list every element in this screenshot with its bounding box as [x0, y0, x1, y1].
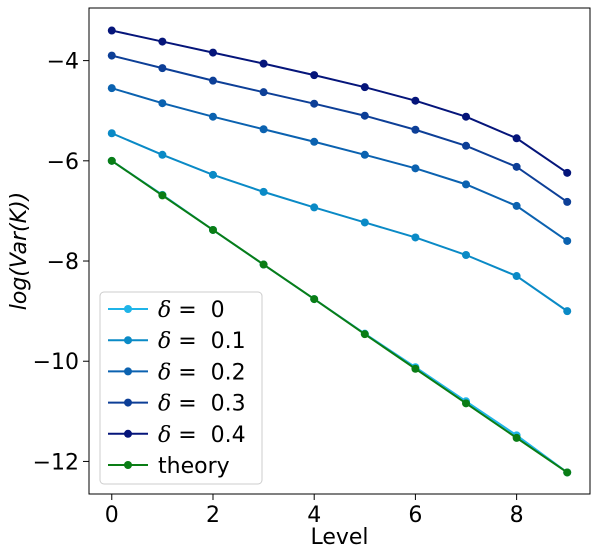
data-point-4-5	[360, 83, 369, 92]
y-tick-label: −6	[47, 150, 79, 175]
data-point-3-2	[208, 76, 217, 85]
data-point-5-3	[259, 260, 268, 269]
data-point-1-3	[259, 187, 268, 196]
data-point-2-1	[158, 99, 167, 108]
legend: δ = 0 δ = 0.1 δ = 0.2 δ = 0.3 δ = 0.4 theory	[99, 291, 263, 485]
y-tick-label: −8	[47, 250, 79, 275]
data-point-3-9	[563, 197, 572, 206]
series-line-1	[111, 132, 568, 312]
plot-frame	[88, 7, 591, 495]
data-point-1-9	[563, 307, 572, 316]
data-point-4-8	[512, 134, 521, 143]
data-point-1-0	[107, 129, 116, 138]
legend-label: δ = 0	[158, 298, 225, 323]
data-point-2-8	[512, 201, 521, 210]
legend-entry-0: δ = 0	[108, 298, 225, 323]
data-point-1-4	[310, 203, 319, 212]
data-point-3-8	[512, 162, 521, 171]
data-point-2-9	[563, 236, 572, 245]
data-point-4-7	[462, 112, 471, 121]
legend-entry-5: theory	[108, 454, 230, 479]
data-point-3-1	[158, 64, 167, 73]
x-axis-label: Level	[310, 525, 368, 550]
series-line-4	[111, 29, 568, 174]
legend-entry-2: δ = 0.2	[108, 360, 246, 385]
data-point-4-3	[259, 59, 268, 68]
x-tick-label: 8	[510, 503, 524, 528]
data-point-4-1	[158, 37, 167, 46]
series-1	[107, 129, 572, 316]
data-point-5-7	[462, 399, 471, 408]
x-tick-label: 6	[408, 503, 422, 528]
x-tick-label: 4	[307, 503, 321, 528]
data-point-2-7	[462, 180, 471, 189]
series-line-5	[111, 159, 568, 474]
data-point-5-6	[411, 364, 420, 373]
series-4	[107, 26, 572, 177]
data-point-3-7	[462, 141, 471, 150]
data-point-4-4	[310, 71, 319, 80]
legend-label: theory	[158, 454, 230, 479]
legend-swatch-marker	[124, 305, 132, 313]
legend-label: δ = 0.4	[158, 423, 246, 448]
data-point-3-5	[360, 111, 369, 120]
series-3	[107, 51, 572, 206]
legend-entry-3: δ = 0.3	[108, 392, 246, 417]
data-point-3-0	[107, 51, 116, 60]
data-point-2-3	[259, 125, 268, 134]
legend-swatch-marker	[124, 336, 132, 345]
series-2	[107, 84, 572, 245]
data-point-3-6	[411, 125, 420, 134]
series-line-3	[111, 54, 568, 203]
legend-entry-4: δ = 0.4	[108, 423, 246, 448]
legend-swatch-marker	[124, 429, 132, 438]
legend-items: δ = 0 δ = 0.1 δ = 0.2 δ = 0.3 δ = 0.4 theory	[108, 298, 246, 479]
data-point-3-3	[259, 88, 268, 97]
data-point-4-9	[563, 168, 572, 177]
data-point-1-1	[158, 150, 167, 159]
data-point-5-1	[158, 191, 167, 200]
data-point-2-2	[208, 112, 217, 121]
data-point-4-2	[208, 48, 217, 57]
legend-swatch-marker	[124, 367, 132, 376]
data-point-1-8	[512, 272, 521, 281]
y-tick-label: −10	[33, 350, 79, 375]
legend-swatch-marker	[124, 461, 132, 469]
x-tick-label: 0	[105, 503, 119, 528]
y-tick-label: −12	[33, 450, 79, 475]
legend-label: δ = 0.2	[158, 360, 246, 385]
y-tick-label: −4	[47, 50, 79, 75]
x-tick-label: 2	[206, 503, 220, 528]
series-5	[107, 156, 572, 477]
data-point-5-8	[512, 433, 521, 442]
data-point-1-6	[411, 233, 420, 242]
legend-label: δ = 0.1	[158, 329, 246, 354]
data-point-5-0	[107, 156, 116, 165]
data-point-2-5	[360, 150, 369, 159]
data-point-1-7	[462, 251, 471, 260]
x-axis-ticks: 0 2 4 6 8	[105, 494, 524, 528]
data-point-4-0	[107, 26, 116, 35]
data-point-3-4	[310, 99, 319, 108]
series-layer	[107, 26, 572, 477]
data-point-4-6	[411, 96, 420, 105]
data-point-5-9	[563, 468, 572, 477]
y-axis-ticks: −4 −6 −8 −10 −12	[33, 50, 89, 475]
data-point-1-2	[208, 170, 217, 179]
data-point-5-5	[360, 330, 369, 339]
data-point-5-2	[208, 225, 217, 234]
data-point-2-6	[411, 164, 420, 173]
data-point-2-0	[107, 84, 116, 93]
legend-entry-1: δ = 0.1	[108, 329, 246, 354]
series-line-2	[111, 87, 568, 242]
y-axis-label: log(Var(K))	[7, 192, 32, 310]
legend-swatch-marker	[124, 398, 132, 407]
data-point-2-4	[310, 137, 319, 146]
data-point-5-4	[310, 295, 319, 304]
legend-label: δ = 0.3	[158, 392, 246, 417]
data-point-1-5	[360, 218, 369, 227]
